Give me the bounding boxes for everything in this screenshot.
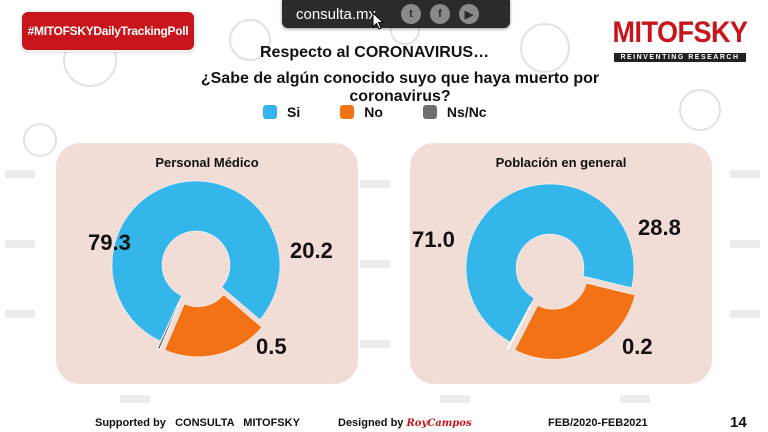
value-label-no: 28.8 <box>638 215 681 240</box>
date-range: FEB/2020-FEB2021 <box>548 417 648 429</box>
chart-panel-poblacion-general: Población en general 71.0 28.8 0.2 <box>410 143 712 384</box>
designed-label: Designed by <box>338 417 404 429</box>
slice-no <box>164 294 263 357</box>
chart-title: Personal Médico <box>155 155 259 170</box>
youtube-icon[interactable]: ▶ <box>459 4 479 24</box>
legend-swatch-si <box>263 105 277 119</box>
chart-panel-personal-medico: Personal Médico 79.3 20.2 0.5 <box>56 143 358 384</box>
legend-item-no: No <box>340 104 383 120</box>
chart-title: Población en general <box>495 155 627 170</box>
designer-signature: RoyCampos <box>406 418 472 429</box>
slice-si <box>465 183 635 343</box>
survey-question: ¿Sabe de algún conocido suyo que haya mu… <box>200 70 600 105</box>
supported-names: CONSULTA MITOFSKY <box>175 417 300 429</box>
chart-legend: Si No Ns/Nc <box>263 104 527 120</box>
legend-label-si: Si <box>287 104 301 120</box>
slice-nsnc <box>506 304 532 351</box>
footer-supported: Supported by CONSULTA MITOFSKY <box>95 417 300 429</box>
site-link[interactable]: consulta.mx <box>296 5 377 23</box>
donut-chart-personal-medico: 79.3 20.2 0.5 <box>88 180 333 359</box>
slice-no <box>514 282 636 360</box>
legend-item-nsnc: Ns/Nc <box>422 104 487 120</box>
twitter-icon[interactable]: t <box>401 4 421 24</box>
logo-tagline: REINVENTING RESEARCH <box>614 53 746 62</box>
slice-nsnc <box>156 302 180 351</box>
slice-si <box>111 180 281 342</box>
top-bar: consulta.mx t f ▶ <box>282 0 510 28</box>
mitofsky-logo: MITOFSKY REINVENTING RESEARCH <box>610 15 750 64</box>
legend-label-nsnc: Ns/Nc <box>446 104 487 120</box>
legend-swatch-nsnc <box>422 105 437 119</box>
supported-label: Supported by <box>95 417 166 429</box>
facebook-icon[interactable]: f <box>430 4 450 24</box>
donut-chart-poblacion-general: 71.0 28.8 0.2 <box>412 183 681 360</box>
value-label-nsnc: 0.2 <box>622 334 653 359</box>
mouse-cursor-icon <box>372 12 384 30</box>
logo-name: MITOFSKY <box>612 15 748 49</box>
legend-item-si: Si <box>263 104 300 120</box>
footer-designed: Designed by RoyCampos <box>338 417 472 429</box>
value-label-si: 71.0 <box>412 227 455 252</box>
page-number: 14 <box>730 414 747 431</box>
legend-label-no: No <box>364 104 383 120</box>
value-label-no: 20.2 <box>290 238 333 263</box>
slide-title: Respecto al CORONAVIRUS… <box>260 44 490 61</box>
value-label-si: 79.3 <box>88 230 131 255</box>
value-label-nsnc: 0.5 <box>256 334 287 359</box>
legend-swatch-no <box>340 105 355 119</box>
hashtag-badge: #MITOFSKYDailyTrackingPoll <box>22 12 194 50</box>
